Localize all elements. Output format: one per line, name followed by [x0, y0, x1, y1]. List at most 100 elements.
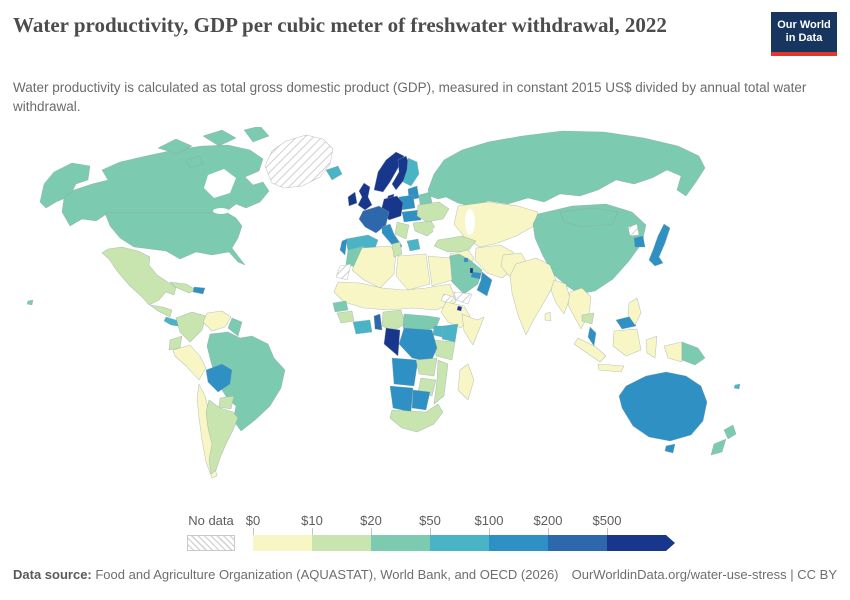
region-alaska[interactable]: [39, 162, 91, 209]
region-ireland[interactable]: [347, 191, 358, 207]
region-tunisia[interactable]: [391, 241, 403, 258]
region-japan[interactable]: [648, 223, 671, 267]
region-india[interactable]: [509, 257, 557, 336]
region-djibouti[interactable]: [456, 305, 463, 312]
region-mozambique[interactable]: [433, 359, 449, 405]
region-finland[interactable]: [402, 157, 420, 187]
region-iceland[interactable]: [325, 165, 343, 181]
region-kuwait[interactable]: [463, 257, 469, 263]
region-czech-slovakia-hungary[interactable]: [401, 209, 422, 223]
caspian-sea: [465, 209, 475, 235]
region-papua-new-guinea[interactable]: [681, 341, 706, 366]
region-qatar[interactable]: [469, 267, 474, 274]
region-western-sahara[interactable]: [335, 263, 352, 281]
region-mexico[interactable]: [101, 246, 177, 306]
region-china[interactable]: [532, 203, 647, 295]
region-united-kingdom[interactable]: [357, 182, 373, 211]
region-guatemala-honduras[interactable]: [149, 304, 173, 318]
region-uae[interactable]: [470, 271, 482, 280]
region-egypt[interactable]: [427, 255, 453, 287]
region-oman[interactable]: [476, 271, 493, 297]
region-argentina[interactable]: [205, 399, 239, 475]
region-drc[interactable]: [398, 327, 438, 363]
region-malaysia[interactable]: [587, 326, 597, 347]
region-nigeria[interactable]: [381, 309, 406, 332]
region-philippines[interactable]: [627, 297, 642, 326]
region-south-korea[interactable]: [633, 235, 646, 248]
region-namibia[interactable]: [389, 385, 414, 413]
region-indonesia-borneo[interactable]: [612, 328, 642, 357]
region-balkans[interactable]: [394, 221, 410, 240]
region-fiji[interactable]: [733, 383, 741, 390]
legend-no-data-swatch[interactable]: [187, 535, 235, 551]
legend-bin-500+[interactable]: [607, 535, 675, 551]
legend-bin-0-10[interactable]: [253, 535, 312, 551]
region-togo-benin[interactable]: [373, 313, 383, 331]
region-hispaniola[interactable]: [192, 286, 206, 295]
legend-bin-50-100[interactable]: [430, 535, 489, 551]
legend-bin-200-500[interactable]: [548, 535, 607, 551]
region-somalia[interactable]: [461, 313, 485, 346]
region-russia[interactable]: [427, 130, 706, 208]
region-indonesia-sulawesi[interactable]: [645, 335, 658, 359]
footer-link-text[interactable]: OurWorldinData.org/water-use-stress | CC…: [571, 567, 837, 582]
region-indonesia-sumatra[interactable]: [573, 337, 607, 363]
region-senegal[interactable]: [332, 300, 349, 313]
region-myanmar-bangladesh[interactable]: [550, 279, 571, 315]
region-uganda[interactable]: [432, 325, 444, 338]
legend-tick: [548, 528, 549, 535]
legend-bin-20-50[interactable]: [371, 535, 430, 551]
region-france[interactable]: [358, 205, 390, 234]
region-algeria[interactable]: [351, 245, 397, 289]
region-paraguay[interactable]: [218, 395, 235, 410]
region-sahel-sudan[interactable]: [333, 281, 457, 311]
owid-logo[interactable]: Our World in Data: [771, 12, 837, 56]
region-ivory-coast-ghana[interactable]: [352, 319, 373, 335]
region-hawaii[interactable]: [26, 299, 34, 306]
region-tanzania[interactable]: [433, 339, 456, 361]
region-peru[interactable]: [172, 344, 207, 381]
region-zambia[interactable]: [415, 357, 438, 377]
region-ukraine[interactable]: [416, 201, 450, 223]
region-new-zealand-south[interactable]: [710, 438, 727, 456]
region-canada-arctic-1[interactable]: [157, 138, 193, 155]
footer-link[interactable]: OurWorldinData.org/water-use-stress | CC…: [572, 567, 837, 582]
legend-bin-10-20[interactable]: [312, 535, 371, 551]
region-yemen[interactable]: [453, 291, 473, 305]
region-canada-arctic-3[interactable]: [243, 125, 270, 143]
region-portugal[interactable]: [339, 238, 348, 256]
region-guianas[interactable]: [227, 317, 243, 337]
region-greece[interactable]: [406, 238, 421, 252]
region-bolivia[interactable]: [205, 363, 233, 393]
region-colombia[interactable]: [175, 311, 207, 343]
region-venezuela[interactable]: [202, 310, 232, 332]
region-gabon-congo[interactable]: [383, 327, 401, 357]
region-north-korea[interactable]: [627, 223, 640, 237]
region-australia[interactable]: [618, 371, 708, 442]
region-botswana[interactable]: [411, 389, 431, 411]
region-mongolia[interactable]: [559, 207, 619, 228]
region-angola[interactable]: [391, 357, 419, 387]
region-guinea[interactable]: [336, 310, 355, 324]
legend-tick: [371, 528, 372, 535]
region-canada-arctic-2[interactable]: [202, 129, 237, 147]
region-united-states[interactable]: [104, 211, 246, 266]
region-greenland[interactable]: [264, 134, 334, 189]
region-libya[interactable]: [395, 253, 431, 291]
region-sri-lanka[interactable]: [544, 311, 552, 322]
region-indonesia-java[interactable]: [597, 363, 625, 373]
region-south-africa[interactable]: [389, 403, 444, 433]
region-romania-bulgaria[interactable]: [412, 220, 437, 237]
region-kenya[interactable]: [441, 323, 459, 343]
legend-bin-100-200[interactable]: [489, 535, 548, 551]
region-kazakhstan-central-asia[interactable]: [453, 201, 539, 248]
region-cambodia[interactable]: [581, 312, 595, 325]
region-new-zealand-north[interactable]: [723, 424, 737, 440]
region-canada-arctic-4[interactable]: [185, 155, 204, 169]
region-sweden[interactable]: [391, 155, 411, 191]
region-cuba[interactable]: [169, 281, 197, 294]
region-tasmania[interactable]: [664, 443, 676, 454]
region-madagascar[interactable]: [457, 363, 475, 401]
region-papua-indonesia[interactable]: [663, 341, 683, 363]
region-norway[interactable]: [373, 151, 405, 193]
